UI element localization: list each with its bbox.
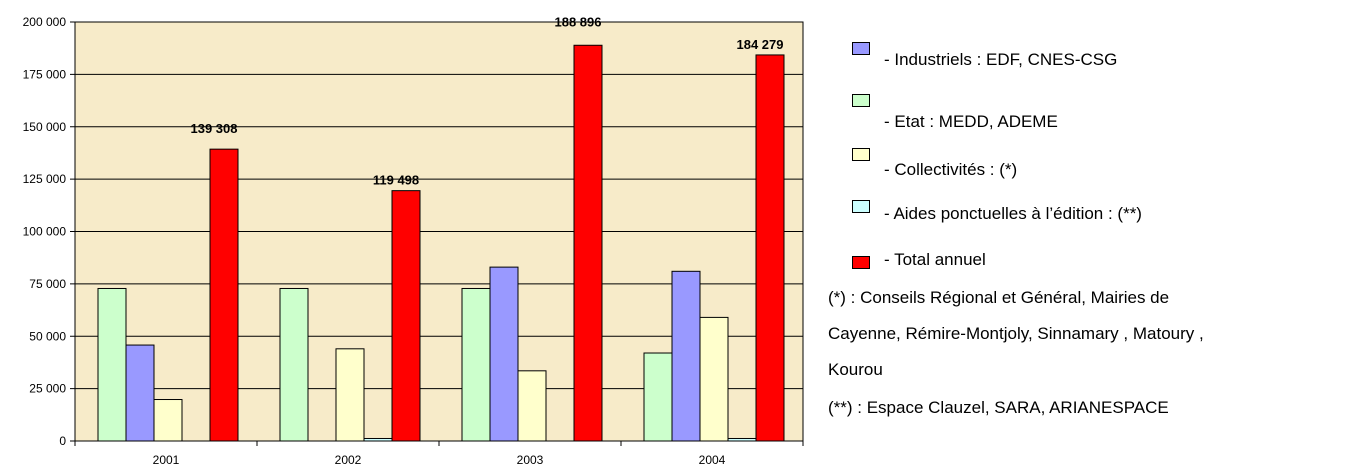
x-tick-label: 2002 xyxy=(335,453,362,467)
bar-series-3 xyxy=(727,437,757,442)
legend-label-industriels: - Industriels : EDF, CNES-CSG xyxy=(884,50,1118,69)
bar-series-0 xyxy=(279,287,309,442)
y-tick-label: 25 000 xyxy=(29,382,66,396)
plot-area: 0 25 000 50 000 75 000 100 000 125 000 150 000… xyxy=(23,14,804,467)
data-label-total: 119 498 xyxy=(373,173,419,188)
bar-chart: 0 25 000 50 000 75 000 100 000 125 000 150 000… xyxy=(23,14,804,467)
y-tick-label: 0 xyxy=(59,434,66,448)
bar-total xyxy=(573,44,603,442)
y-tick-label: 75 000 xyxy=(29,277,66,291)
y-tick-label: 150 000 xyxy=(23,120,67,134)
legend-note-1: (*) : Conseils Régional et Général, Mair… xyxy=(828,288,1170,307)
data-label-total: 139 308 xyxy=(191,121,238,136)
legend-swatch-total xyxy=(852,256,870,269)
x-tick-label: 2004 xyxy=(699,453,726,467)
y-tick-label: 175 000 xyxy=(23,67,67,81)
legend-note-4: (**) : Espace Clauzel, SARA, ARIANESPACE xyxy=(828,398,1169,417)
legend-label-etat: - Etat : MEDD, ADEME xyxy=(884,112,1058,131)
bar-series-2 xyxy=(699,316,729,442)
x-tick-label: 2001 xyxy=(153,453,180,467)
bar-series-2 xyxy=(335,348,365,442)
x-tick-label: 2003 xyxy=(517,453,544,467)
legend-swatch-aides xyxy=(852,200,870,213)
data-label-total: 188 896 xyxy=(555,14,602,29)
legend-swatch-industriels xyxy=(852,42,870,55)
bar-series-1 xyxy=(125,344,155,442)
bar-total xyxy=(209,148,239,442)
bar-series-0 xyxy=(97,287,127,442)
y-tick-label: 100 000 xyxy=(23,225,67,239)
legend-swatch-collectivites xyxy=(852,148,870,161)
y-tick-label: 200 000 xyxy=(23,15,67,29)
legend-label-aides: - Aides ponctuelles à l’édition : (**) xyxy=(884,204,1142,223)
bar-series-1 xyxy=(671,270,701,442)
legend-label-collectivites: - Collectivités : (*) xyxy=(884,160,1018,179)
legend-swatch-etat xyxy=(852,94,870,107)
bar-series-0 xyxy=(461,287,491,442)
legend-note-3: Kourou xyxy=(828,360,883,379)
y-tick-label: 125 000 xyxy=(23,172,67,186)
bar-total xyxy=(755,54,785,442)
bar-series-2 xyxy=(517,370,547,442)
bar-series-3 xyxy=(363,437,393,442)
legend-note-2: Cayenne, Rémire-Montjoly, Sinnamary , Ma… xyxy=(828,324,1204,343)
bar-total xyxy=(391,190,421,442)
y-tick-label: 50 000 xyxy=(29,329,66,343)
bar-series-1 xyxy=(489,266,519,442)
bar-series-2 xyxy=(153,399,183,442)
data-label-total: 184 279 xyxy=(737,37,784,52)
bar-series-0 xyxy=(643,352,673,442)
legend-label-total: - Total annuel xyxy=(884,250,986,269)
